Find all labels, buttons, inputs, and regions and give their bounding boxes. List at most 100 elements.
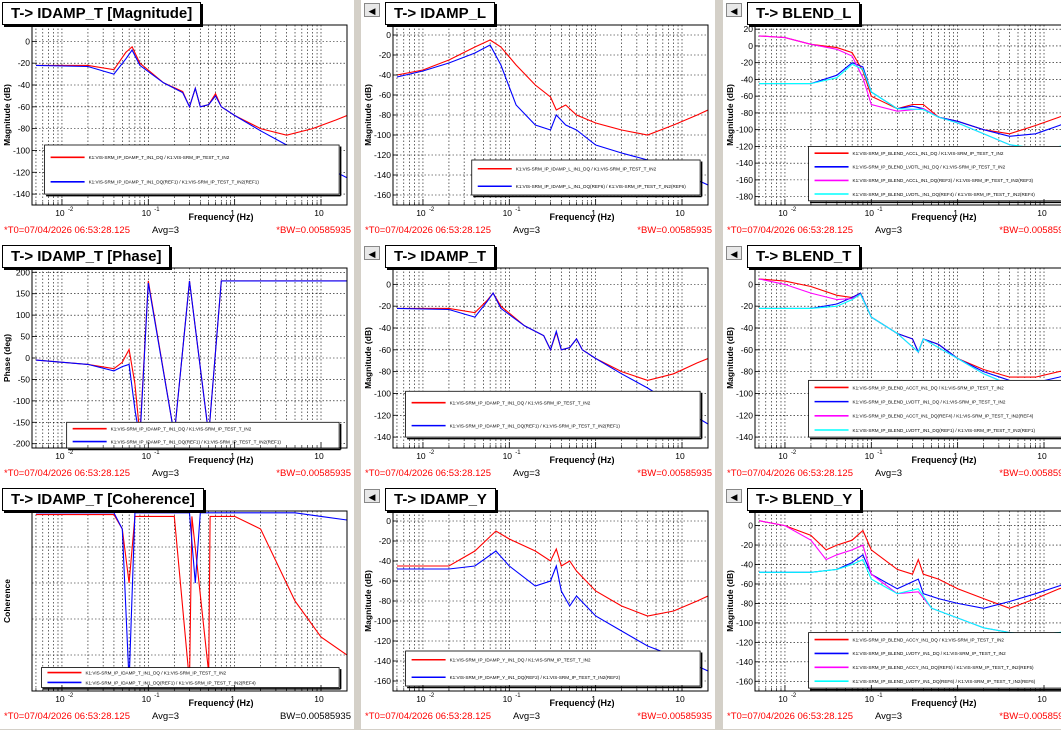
y-tick-label: -140: [13, 189, 30, 199]
legend-entry: K1:VIS-SRM_IP_IDAMP_T_IN1_DQ(REF1) / K1:…: [111, 439, 282, 444]
grid-lines: [32, 511, 347, 691]
panel-collapse-icon[interactable]: ◀: [364, 246, 380, 260]
y-tick-label: 100: [16, 310, 30, 320]
x-axis: 10 -2 10 -1 1 10: [396, 442, 709, 461]
y-tick-label: -80: [741, 598, 754, 608]
y-tick-label: -100: [374, 130, 391, 140]
y-tick-label: 150: [16, 289, 30, 299]
y-tick-label: -200: [13, 439, 30, 449]
panel-title: T-> IDAMP_Y: [385, 488, 496, 511]
series-line-1: [396, 39, 708, 136]
x-tick-label: 10: [416, 694, 426, 704]
x-axis: 10 -2 10 -1 1 10: [758, 685, 1047, 704]
legend-entry: K1:VIS-SRM_IP_BLEND_ACCT_IN1_DQ / K1:VIS…: [853, 385, 1005, 390]
y-tick-label: -160: [374, 676, 391, 686]
x-axis-label: Frequency (Hz): [911, 455, 976, 465]
t0-timestamp: *T0=07/04/2026 06:53:28.125: [365, 225, 491, 236]
panel-title: T-> IDAMP_T: [385, 245, 496, 268]
x-tick-label: 1: [591, 694, 596, 704]
x-tick-label: 1: [230, 694, 235, 704]
x-axis-label: Frequency (Hz): [188, 212, 253, 222]
panel-title: T-> BLEND_L: [747, 2, 861, 25]
plot-canvas[interactable]: K1:VIS-SRM_IP_BLEND_ACCY_IN1_DQ / K1:VIS…: [723, 486, 1061, 729]
plot-canvas[interactable]: K1:VIS-SRM_IP_IDAMP_T_IN1_DQ / K1:VIS-SR…: [0, 0, 354, 243]
plot-panel-p3[interactable]: K1:VIS-SRM_IP_BLEND_ACCL_IN1_DQ / K1:VIS…: [723, 0, 1061, 243]
y-axis: -160 -140 -120 -100 -80 -60 -40 -20 0: [736, 521, 760, 686]
legend-entry: K1:VIS-SRM_IP_IDAMP_T_IN1_DQ(REF1) / K1:…: [89, 180, 260, 185]
plot-panel-p7[interactable]: K1:VIS-SRM_IP_IDAMP_T_IN1_DQ / K1:VIS-SR…: [0, 486, 354, 729]
y-tick-label: 0: [386, 279, 391, 289]
x-tick-label: 10: [503, 694, 513, 704]
panel-footer: *T0=07/04/2026 06:53:28.125 Avg=3 *BW=0.00…: [361, 225, 715, 239]
x-tick-exponent: -1: [154, 207, 160, 213]
y-tick-label: -160: [374, 190, 391, 200]
y-tick-label: 50: [21, 332, 31, 342]
average-count: Avg=3: [152, 225, 180, 236]
panel-collapse-icon[interactable]: ◀: [726, 246, 742, 260]
legend-box: K1:VIS-SRM_IP_IDAMP_T_IN1_DQ / K1:VIS-SR…: [405, 390, 703, 440]
x-axis: 10 -2 10 -1 1 10: [35, 199, 348, 218]
y-tick-label: -120: [374, 150, 391, 160]
y-tick-label: -60: [379, 90, 392, 100]
x-tick-exponent: -1: [515, 693, 521, 699]
x-tick-exponent: -1: [877, 693, 883, 699]
series-line-2: [396, 292, 708, 425]
plot-canvas[interactable]: K1:VIS-SRM_IP_IDAMP_Y_IN1_DQ / K1:VIS-SR…: [361, 486, 715, 729]
series-line-2: [397, 550, 708, 672]
x-tick-label: 10: [55, 694, 65, 704]
panel-collapse-icon[interactable]: ◀: [726, 489, 742, 503]
panel-footer: *T0=07/04/2026 06:53:28.125 Avg=3 *BW=0.00…: [0, 225, 354, 239]
y-tick-label: -120: [736, 637, 753, 647]
t0-timestamp: *T0=07/04/2026 06:53:28.125: [365, 468, 491, 479]
plot-panel-p1[interactable]: K1:VIS-SRM_IP_IDAMP_T_IN1_DQ / K1:VIS-SR…: [0, 0, 354, 243]
average-count: Avg=3: [513, 711, 541, 722]
y-tick-label: -100: [736, 125, 753, 135]
average-count: Avg=3: [875, 225, 903, 236]
plot-panel-p8[interactable]: K1:VIS-SRM_IP_IDAMP_Y_IN1_DQ / K1:VIS-SR…: [361, 486, 715, 729]
bandwidth-value: *BW=0.00585935: [637, 711, 712, 722]
x-axis-label: Frequency (Hz): [549, 455, 614, 465]
plot-canvas[interactable]: K1:VIS-SRM_IP_IDAMP_T_IN1_DQ / K1:VIS-SR…: [0, 243, 354, 486]
plot-canvas[interactable]: K1:VIS-SRM_IP_BLEND_ACCL_IN1_DQ / K1:VIS…: [723, 0, 1061, 243]
x-tick-label: 10: [778, 694, 788, 704]
x-tick-label: 10: [314, 208, 324, 218]
plot-panel-p9[interactable]: K1:VIS-SRM_IP_BLEND_ACCY_IN1_DQ / K1:VIS…: [723, 486, 1061, 729]
legend-entry: K1:VIS-SRM_IP_BLEND_LVDTL_IN1_DQ / K1:VI…: [853, 165, 1006, 170]
y-tick-label: 0: [25, 36, 30, 46]
average-count: Avg=3: [513, 225, 541, 236]
x-tick-label: 10: [675, 451, 685, 461]
x-tick-exponent: -2: [791, 693, 797, 699]
x-tick-label: 10: [55, 208, 65, 218]
x-tick-label: 10: [865, 208, 875, 218]
plot-panel-p5[interactable]: K1:VIS-SRM_IP_IDAMP_T_IN1_DQ / K1:VIS-SR…: [361, 243, 715, 486]
panel-collapse-icon[interactable]: ◀: [364, 3, 380, 17]
y-tick-label: -120: [736, 410, 753, 420]
x-tick-exponent: -2: [791, 450, 797, 456]
y-axis-label: Coherence: [2, 579, 12, 623]
plot-panel-p6[interactable]: K1:VIS-SRM_IP_BLEND_ACCT_IN1_DQ / K1:VIS…: [723, 243, 1061, 486]
y-tick-label: -100: [736, 618, 753, 628]
plot-panel-p4[interactable]: K1:VIS-SRM_IP_IDAMP_T_IN1_DQ / K1:VIS-SR…: [0, 243, 354, 486]
legend-box: K1:VIS-SRM_IP_BLEND_ACCY_IN1_DQ / K1:VIS…: [808, 632, 1061, 691]
plot-canvas[interactable]: K1:VIS-SRM_IP_IDAMP_T_IN1_DQ / K1:VIS-SR…: [361, 243, 715, 486]
panel-collapse-icon[interactable]: ◀: [726, 3, 742, 17]
y-tick-label: -40: [379, 323, 392, 333]
panel-title: T-> IDAMP_T [Phase]: [2, 245, 171, 268]
y-axis: -140 -120 -100 -80 -60 -40 -20 0: [736, 279, 760, 442]
plot-canvas[interactable]: K1:VIS-SRM_IP_BLEND_ACCT_IN1_DQ / K1:VIS…: [723, 243, 1061, 486]
average-count: Avg=3: [875, 711, 903, 722]
x-axis-label: Frequency (Hz): [188, 698, 253, 708]
x-tick-label: 1: [230, 451, 235, 461]
plot-canvas[interactable]: K1:VIS-SRM_IP_IDAMP_T_IN1_DQ / K1:VIS-SR…: [0, 486, 354, 729]
y-tick-label: -140: [374, 170, 391, 180]
y-tick-label: -40: [741, 323, 754, 333]
y-tick-label: -20: [379, 50, 392, 60]
legend-entry: K1:VIS-SRM_IP_BLEND_LVDTT_IN1_DQ(REF1) /…: [853, 428, 1036, 433]
x-tick-label: 1: [591, 208, 596, 218]
y-tick-label: -100: [13, 396, 30, 406]
legend-box: K1:VIS-SRM_IP_IDAMP_T_IN1_DQ / K1:VIS-SR…: [66, 421, 342, 451]
plot-canvas[interactable]: K1:VIS-SRM_IP_IDAMP_L_IN1_DQ / K1:VIS-SR…: [361, 0, 715, 243]
grid-lines: [393, 25, 708, 205]
plot-panel-p2[interactable]: K1:VIS-SRM_IP_IDAMP_L_IN1_DQ / K1:VIS-SR…: [361, 0, 715, 243]
panel-collapse-icon[interactable]: ◀: [364, 489, 380, 503]
